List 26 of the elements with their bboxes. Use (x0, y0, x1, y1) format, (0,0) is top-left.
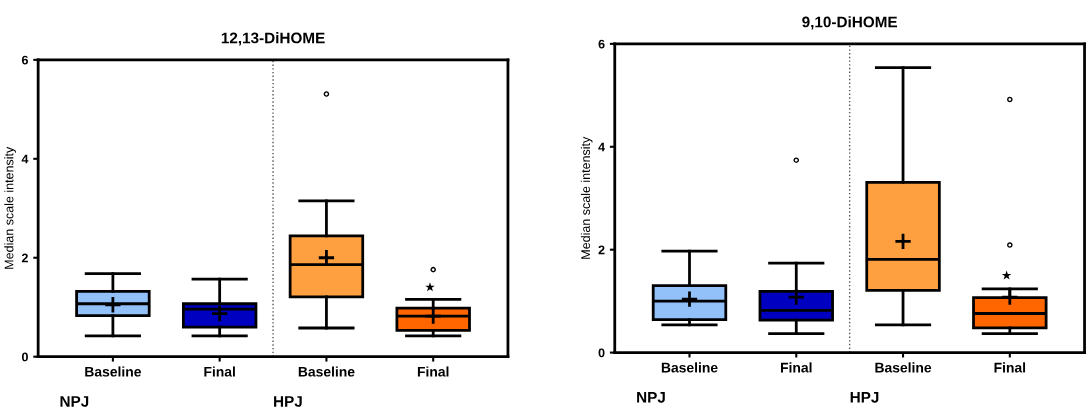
y-tick-label: 2 (21, 253, 28, 263)
x-tick-label: Baseline (298, 366, 355, 377)
y-tick-label: 6 (598, 39, 605, 49)
text: HPJ (850, 392, 879, 403)
y-tick-label: 4 (598, 142, 605, 152)
annotation: ★ (425, 282, 435, 292)
text: HPJ (274, 396, 302, 407)
x-tick-label: Baseline (661, 362, 718, 373)
y-axis-title: Median scale intensity (4, 146, 16, 269)
x-tick-label: Baseline (875, 362, 932, 373)
text: NPJ (60, 396, 89, 407)
y-tick-label: 6 (21, 55, 28, 65)
x-tick-label: Final (204, 366, 235, 377)
annotation: ★ (1001, 270, 1012, 280)
y-tick-label: 2 (598, 245, 605, 255)
chart-title: 12,13-DiHOME (221, 32, 325, 46)
text: NPJ (637, 392, 665, 403)
y-tick-label: 4 (21, 154, 29, 164)
x-tick-label: Final (994, 362, 1026, 373)
chart-title: 9,10-DiHOME (802, 16, 898, 30)
y-tick-label: 0 (21, 352, 28, 362)
x-tick-label: Final (417, 366, 449, 377)
x-tick-label: Final (781, 362, 812, 373)
x-tick-label: Baseline (85, 366, 141, 377)
y-tick-label: 0 (598, 348, 605, 358)
y-axis-title: Median scale intensity (580, 136, 593, 259)
